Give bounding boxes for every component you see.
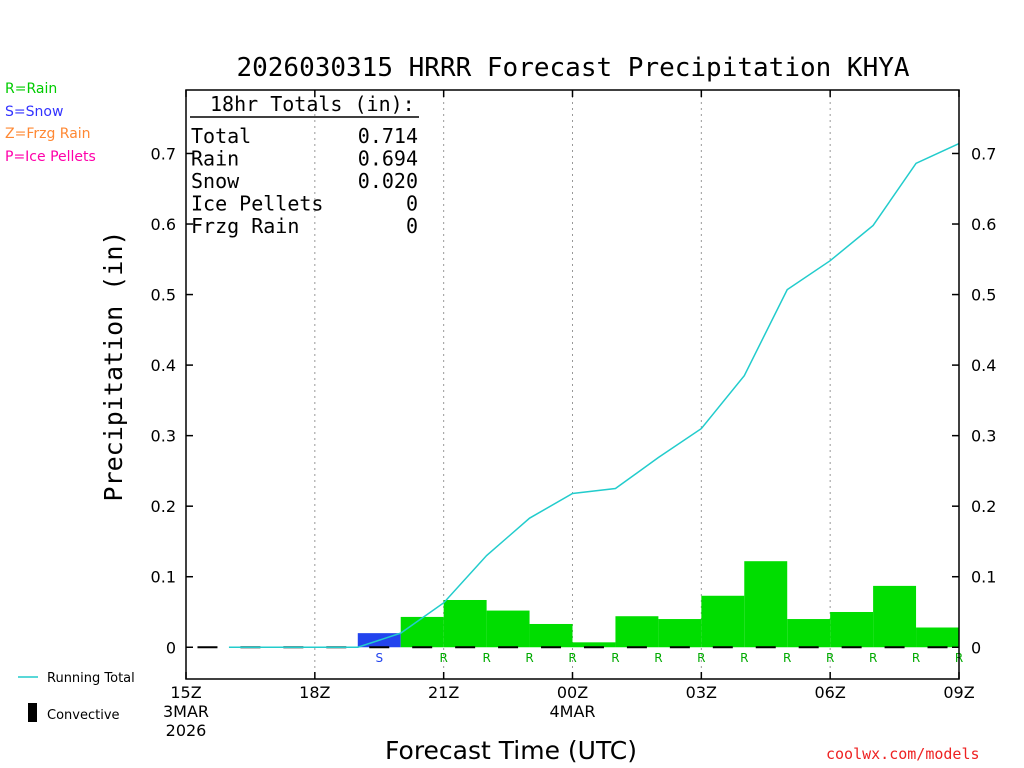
x-tick-label: 2026 <box>166 721 207 740</box>
y-tick-label: 0.3 <box>151 427 176 446</box>
totals-header: 18hr Totals (in): <box>210 92 415 116</box>
y-tick-label: 0.5 <box>151 286 176 305</box>
totals-label: Frzg Rain <box>191 214 299 238</box>
bar <box>443 599 487 648</box>
bar <box>701 595 745 648</box>
precip-type-label: R <box>912 651 920 665</box>
totals-value: 0.694 <box>358 147 418 171</box>
precip-type-label: R <box>783 651 791 665</box>
legend-ice-pellets: P=Ice Pellets <box>5 149 96 165</box>
precip-type-label: R <box>740 651 748 665</box>
x-tick-label: 09Z <box>943 683 974 702</box>
precip-type-label: R <box>654 651 662 665</box>
x-tick-label: 06Z <box>815 683 846 702</box>
y-axis-label: Precipitation (in) <box>99 231 128 502</box>
totals-rows: Total 0.714 Rain 0.694 Snow 0.020 Ice Pellets 0… <box>191 124 418 238</box>
bar <box>572 642 616 648</box>
precip-type-label: R <box>568 651 576 665</box>
totals-label: Rain <box>191 147 239 171</box>
totals-box: 18hr Totals (in): Total 0.714 Rain 0.694 Sno… <box>190 92 419 238</box>
precip-type-label: R <box>869 651 877 665</box>
y-tick-label: 0.5 <box>971 286 996 305</box>
precip-type-label: R <box>439 651 447 665</box>
bar <box>744 561 788 648</box>
y-tick-label: 0.1 <box>151 568 176 587</box>
bar <box>615 616 659 648</box>
x-tick-label: 15Z <box>170 683 201 702</box>
bar <box>529 623 573 648</box>
totals-value: 0 <box>406 214 418 238</box>
totals-value: 0.714 <box>358 124 418 148</box>
x-tick-label: 18Z <box>299 683 330 702</box>
legend-snow: S=Snow <box>5 104 64 120</box>
y-tick-label: 0.4 <box>971 356 996 375</box>
y-tick-label: 0.4 <box>151 356 176 375</box>
precip-type-label: S <box>375 651 383 665</box>
y-tick-label: 0.6 <box>151 215 176 234</box>
bar <box>658 619 702 648</box>
precip-type-label: R <box>611 651 619 665</box>
convective-swatch <box>28 703 37 722</box>
running-total-line <box>228 142 960 649</box>
y-tick-label: 0.7 <box>151 144 176 163</box>
y-tick-label: 0.2 <box>971 497 996 516</box>
y-axis-ticks: 0 00.1 0.10.2 0.20.3 0.30.4 0.40.5 0.50.6 0.60.… <box>151 144 997 657</box>
bar <box>400 616 444 648</box>
precip-type-label: R <box>525 651 533 665</box>
y-tick-label: 0 <box>166 638 176 657</box>
bar <box>873 585 917 648</box>
line-legend: Running Total Convective <box>18 671 135 723</box>
totals-label: Ice Pellets <box>191 192 323 216</box>
precip-type-label: R <box>482 651 490 665</box>
totals-label: Snow <box>191 169 240 193</box>
y-tick-label: 0.3 <box>971 427 996 446</box>
y-tick-label: 0 <box>971 638 981 657</box>
precip-type-label: R <box>826 651 834 665</box>
bar <box>916 627 959 648</box>
chart-title: 2026030315 HRRR Forecast Precipitation K… <box>236 53 909 83</box>
totals-value: 0 <box>406 192 418 216</box>
y-tick-label: 0.7 <box>971 144 996 163</box>
bar <box>787 619 831 648</box>
totals-label: Total <box>191 124 251 148</box>
x-tick-label: 00Z <box>557 683 588 702</box>
totals-value: 0.020 <box>358 169 418 193</box>
x-tick-label: 21Z <box>428 683 459 702</box>
running-total-legend-label: Running Total <box>47 671 135 686</box>
convective-legend-label: Convective <box>47 708 120 723</box>
precip-type-label: R <box>697 651 705 665</box>
y-tick-label: 0.6 <box>971 215 996 234</box>
y-tick-label: 0.2 <box>151 497 176 516</box>
y-tick-label: 0.1 <box>971 568 996 587</box>
grid-lines <box>314 90 831 679</box>
legend-rain: R=Rain <box>5 81 58 97</box>
bar <box>486 610 530 648</box>
x-axis-label: Forecast Time (UTC) <box>385 736 637 765</box>
bar <box>830 611 874 648</box>
bar-series <box>357 561 959 648</box>
running-total-series <box>228 142 960 649</box>
x-tick-label: 4MAR <box>549 702 595 721</box>
credit-link[interactable]: coolwx.com/models <box>826 745 980 763</box>
x-tick-label: 03Z <box>686 683 717 702</box>
legend-freezing-rain: Z=Frzg Rain <box>5 126 91 142</box>
x-tick-label: 3MAR <box>163 702 209 721</box>
